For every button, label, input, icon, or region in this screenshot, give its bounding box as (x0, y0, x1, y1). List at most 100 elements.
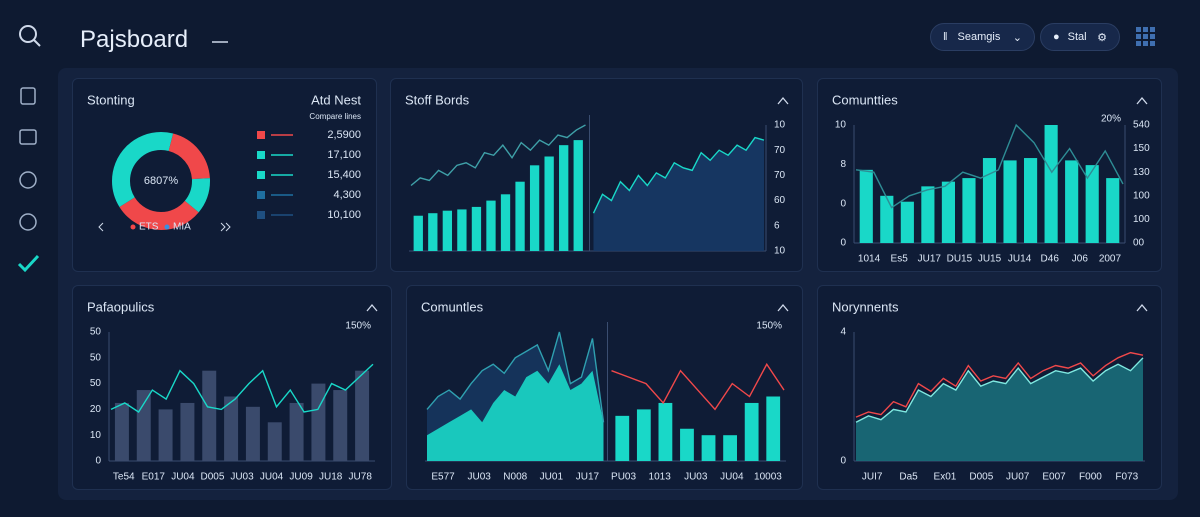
bar (515, 181, 525, 251)
y-tick-label: 0 (95, 456, 101, 467)
bar (941, 181, 955, 243)
nav-icon[interactable] (20, 87, 36, 105)
y-tick-label: 00 (1133, 238, 1145, 249)
y-tick-label: 10 (90, 430, 102, 441)
y-tick-label: 0 (840, 198, 846, 209)
bar (766, 396, 781, 461)
card: Comuntles 150% E577 JU03 N008 JU01 JU17 PU03 101… (406, 285, 803, 490)
x-tick-label: PU03 (611, 472, 636, 483)
x-tick-label: Da5 (899, 472, 918, 483)
bar (158, 409, 173, 461)
bar (544, 156, 554, 251)
bar (457, 209, 467, 251)
bar (701, 435, 716, 461)
y-tick-label: 4 (840, 327, 846, 338)
x-tick-label: DU15 (947, 254, 973, 265)
legend-swatch (257, 211, 265, 219)
x-tick-label: Es5 (891, 254, 909, 265)
x-tick-label: E007 (1042, 472, 1066, 483)
bar (529, 165, 540, 251)
card: Pafaopulics 150% 50 50 50 20 10 0 Te54 E017 JU04 D0… (72, 285, 392, 490)
sidebar (0, 68, 58, 512)
y-tick-label: 60 (774, 195, 786, 206)
app-title: Pajsboard (80, 26, 189, 53)
bar (921, 186, 935, 243)
nav-icon[interactable] (19, 213, 37, 231)
x-tick-label: 1014 (858, 254, 881, 265)
bar (1003, 160, 1017, 243)
area (856, 357, 1143, 461)
bottom-label: ETS (139, 222, 159, 233)
y-tick-label: 100 (1133, 214, 1150, 225)
x-tick-label: Ex01 (934, 472, 957, 483)
collapse-chevron (1136, 303, 1148, 312)
y-tick-label: 150 (1133, 143, 1150, 154)
y-tick-label: 50 (90, 327, 102, 338)
bar (615, 415, 630, 461)
bar (573, 140, 583, 251)
card: Norynnents 4 0 JUI7 Da5 Ex01 D005 JU07 E007 F000 F… (817, 285, 1162, 490)
y-tick-label: 0 (840, 456, 846, 467)
corner-label: 150% (756, 321, 782, 332)
x-tick-label: D005 (969, 472, 993, 483)
card-title: Norynnents (832, 299, 899, 314)
nav-icon[interactable] (17, 254, 40, 273)
line (611, 362, 785, 411)
y-tick-label: 10 (835, 120, 847, 131)
side-title: Atd Nest (311, 92, 361, 107)
area (593, 137, 764, 251)
legend-swatch (257, 191, 265, 199)
card-title: Comuntties (832, 92, 898, 107)
bar (680, 428, 694, 461)
bar (486, 200, 496, 251)
bar (311, 383, 326, 461)
donut-segment (112, 132, 210, 230)
next-chevron (220, 222, 231, 232)
x-tick-label: JU03 (230, 472, 254, 483)
bar (442, 210, 453, 251)
bar (355, 370, 370, 461)
header: Pajsboard ‖ Seamgis ⌄ ● Stal ⚙ (0, 0, 1200, 68)
x-tick-label: E017 (142, 472, 166, 483)
bar (413, 215, 423, 251)
legend-value: 17,100 (327, 149, 361, 161)
legend-value: 15,400 (327, 169, 361, 181)
x-tick-label: N008 (503, 472, 527, 483)
search-label: Seamgis (957, 31, 1001, 43)
card-title: Pafaopulics (87, 299, 155, 314)
bar (202, 370, 217, 461)
x-tick-label: JU17 (918, 254, 942, 265)
y-tick-label: 540 (1133, 120, 1150, 131)
bar (114, 402, 129, 461)
y-tick-label: 0 (840, 238, 846, 249)
nav-icon[interactable] (19, 129, 37, 145)
label-dot (164, 224, 170, 230)
line (855, 351, 1144, 418)
y-tick-label: 20 (90, 404, 102, 415)
search-button[interactable]: ‖ Seamgis ⌄ (930, 23, 1035, 51)
legend-value: 2,5900 (327, 129, 361, 141)
x-tick-label: E577 (431, 472, 455, 483)
area (427, 364, 604, 461)
bar (500, 194, 511, 251)
card-title: Comuntles (421, 299, 484, 314)
y-tick-label: 100 (1133, 190, 1150, 201)
y-tick-label: 70 (774, 170, 786, 181)
nav-icon[interactable] (19, 171, 37, 189)
x-tick-label: F000 (1079, 472, 1102, 483)
label-dot (130, 224, 136, 230)
bar (880, 195, 894, 243)
card: Stonting 6807% Atd Nest Compare lines 2,5900… (72, 78, 377, 272)
y-tick-label: 50 (90, 352, 102, 363)
x-tick-label: JU78 (349, 472, 373, 483)
user-button[interactable]: ● Stal ⚙ (1040, 23, 1120, 51)
bar (471, 206, 482, 251)
bar (900, 201, 914, 243)
x-tick-label: JU07 (1006, 472, 1030, 483)
card-title: Stonting (87, 92, 135, 107)
line (855, 357, 1144, 423)
legend-swatch (257, 131, 265, 139)
x-tick-label: J06 (1072, 254, 1089, 265)
bar (1044, 125, 1058, 243)
bar (744, 402, 759, 461)
